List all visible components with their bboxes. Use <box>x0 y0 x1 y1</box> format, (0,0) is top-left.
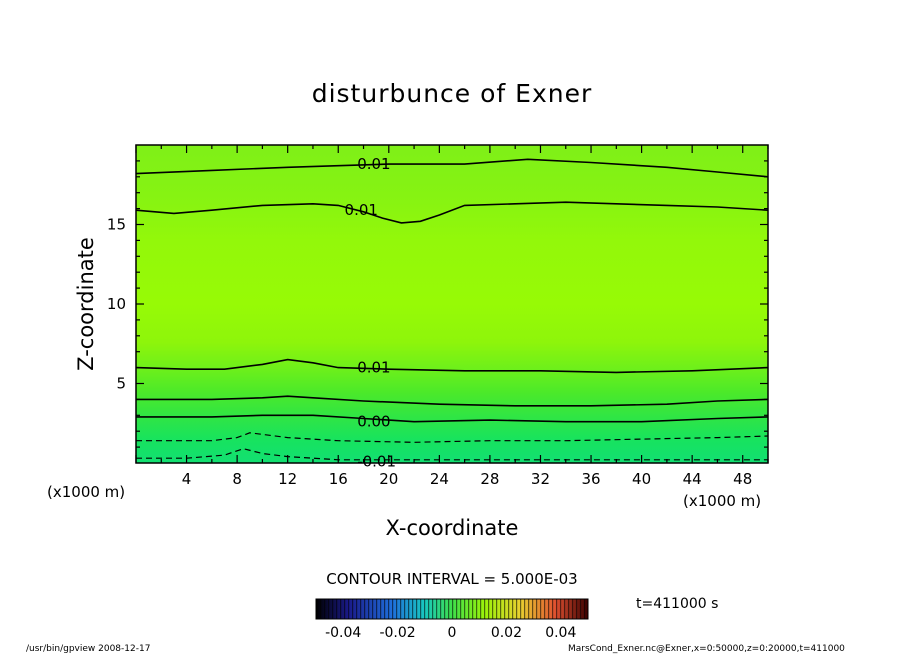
colorbar-tick-label: -0.04 <box>325 625 361 641</box>
footer-right: MarsCond_Exner.nc@Exner,x=0:50000,z=0:20… <box>568 644 845 654</box>
contour-line <box>136 432 769 443</box>
x-tick-label: 32 <box>531 470 550 488</box>
contour-interval-text: CONTOUR INTERVAL = 5.000E-03 <box>326 570 577 588</box>
contour-line <box>136 395 769 407</box>
contour-field <box>136 145 768 463</box>
contour-label: 0.01 <box>357 155 390 173</box>
colorbar-tick-label: 0.04 <box>545 625 576 641</box>
x-tick-label: 48 <box>733 470 752 488</box>
contour-line <box>136 448 768 461</box>
x-tick-label: 20 <box>379 470 398 488</box>
y-axis-label: Z-coordinate <box>74 237 98 371</box>
contour-line <box>135 358 769 374</box>
plot-area: 0.010.010.010.00-0.01 4 8 12 16 20 24 28 32 36 40… <box>107 144 769 488</box>
x-tick-label: 24 <box>430 470 449 488</box>
contour-labels: 0.01 0.01 0.01 0.00 -0.01 <box>345 155 396 470</box>
contour-lines <box>135 158 769 461</box>
x-unit-right: (x1000 m) <box>683 492 761 510</box>
x-tick-label: 44 <box>683 470 702 488</box>
colorbar-labels: -0.04 -0.02 0 0.02 0.04 <box>325 625 576 641</box>
contour-label: 0.00 <box>357 413 390 431</box>
x-tick-label: 12 <box>278 470 297 488</box>
x-tick-label: 8 <box>232 470 242 488</box>
x-axis-label: X-coordinate <box>386 516 519 540</box>
contour-label: 0.01 <box>357 359 390 377</box>
y-tick-label: 5 <box>116 375 126 393</box>
x-tick-label: 28 <box>480 470 499 488</box>
chart-title: disturbunce of Exner <box>312 79 593 108</box>
x-tick-label: 4 <box>182 470 192 488</box>
contour-line <box>136 414 769 423</box>
colorbar: -0.04 -0.02 0 0.02 0.04 <box>315 598 589 641</box>
contour-label: 0.01 <box>345 201 378 219</box>
x-tick-label: 16 <box>329 470 348 488</box>
contour-line <box>135 201 769 224</box>
x-tick-label: 40 <box>632 470 651 488</box>
footer-left: /usr/bin/gpview 2008-12-17 <box>26 644 150 654</box>
y-tick-label: 15 <box>107 216 126 234</box>
colorbar-tick-label: 0 <box>448 625 457 641</box>
y-tick-label: 10 <box>107 295 126 313</box>
colorbar-tick-label: -0.02 <box>379 625 415 641</box>
contour-label: -0.01 <box>357 452 396 470</box>
x-tick-label: 36 <box>581 470 600 488</box>
colorbar-tick-label: 0.02 <box>491 625 522 641</box>
contour-line <box>135 158 769 178</box>
x-unit-left: (x1000 m) <box>47 483 125 501</box>
time-label: t=411000 s <box>636 596 718 612</box>
